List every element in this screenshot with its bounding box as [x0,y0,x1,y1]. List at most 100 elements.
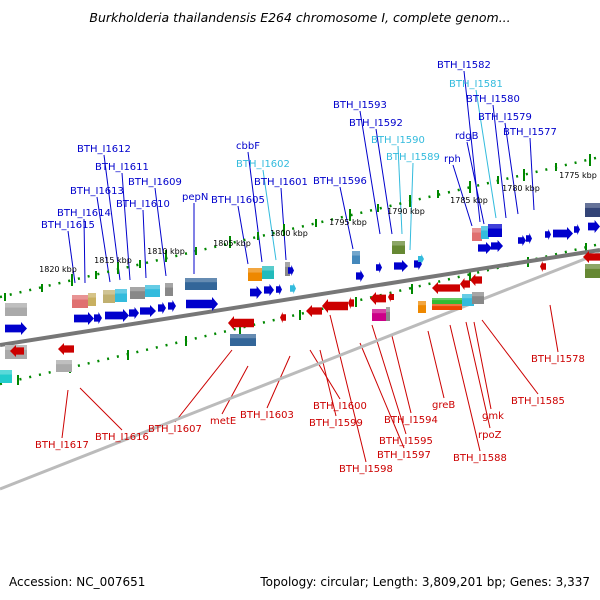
reverse-gene-label: BTH_I1594 [384,415,438,426]
gene-leader-line [452,164,473,227]
gene-leader-line [103,154,121,281]
gene-block [88,293,96,306]
forward-gene-arrow [478,242,492,254]
gene-leader-line [262,169,277,261]
gene-leader-line [504,122,519,215]
gene-block-shine [0,370,12,375]
forward-gene-arrow [518,235,526,246]
scale-label: 1820 kbp [39,265,77,274]
reverse-gene-arrow [583,251,600,263]
gene-block [185,278,217,290]
gene-leader-line [67,230,76,284]
gene-block [585,264,600,278]
gene-block [165,283,173,296]
reverse-gene-label: BTH_I1595 [379,436,433,447]
gene-leader-line [463,70,481,223]
forward-gene-arrow [168,300,176,312]
gene-leader-line [549,304,559,353]
gene-block-shine [185,278,217,283]
reverse-gene-arrow [348,297,354,309]
backbone-shadow [0,251,600,491]
gene-block [488,224,502,237]
gene-block-shine [130,287,145,292]
forward-gene-label: BTH_I1602 [236,159,290,170]
gene-block-shine [5,303,27,308]
forward-gene-label: BTH_I1611 [95,162,149,173]
gene-block [262,266,274,279]
gene-block-shine [462,294,474,299]
gene-block-shine [248,268,262,273]
forward-gene-label: cbbF [236,141,260,152]
reverse-gene-arrow [370,292,386,305]
scale-label: 1790 kbp [387,207,425,216]
forward-gene-arrow [545,229,551,240]
forward-gene-arrow [526,233,532,244]
gene-leader-line [473,321,492,410]
gene-leader-line [79,387,123,431]
forward-gene-label: BTH_I1581 [449,79,503,90]
gene-block [432,298,462,304]
gene-leader-line [121,172,131,281]
gene-leader-line [427,330,445,399]
gene-block-shine [352,251,360,256]
gene-leader-line [449,324,481,452]
gene-leader-line [221,365,249,415]
reverse-gene-label: BTH_I1588 [453,453,507,464]
reverse-gene-arrow [470,274,482,286]
gene-block [56,360,72,372]
gene-block-shine [386,307,390,312]
gene-block [462,294,474,306]
gene-leader-line [174,349,233,423]
reverse-gene-arrow [306,305,322,317]
forward-gene-arrow [394,260,408,272]
reverse-gene-label: BTH_I1600 [313,401,367,412]
gene-leader-line [61,389,69,439]
gene-block [481,226,489,239]
gene-block-shine [481,226,489,231]
reverse-gene-label: gmk [482,411,504,422]
gene-leader-line [309,349,341,400]
gene-block-shine [165,283,173,288]
forward-gene-arrow [158,302,166,314]
gene-block [392,241,405,254]
gene-block [418,301,426,313]
reverse-gene-label: rpoZ [478,430,502,441]
forward-gene-arrow [588,220,600,233]
backbone-line [0,248,600,347]
gene-block [0,370,12,383]
reverse-gene-arrow [540,261,546,272]
gene-leader-line [266,355,291,409]
gene-block-shine [372,309,386,314]
gene-block [432,304,462,310]
gene-leader-line [96,196,111,283]
reverse-gene-label: BTH_I1597 [377,450,431,461]
scale-label: 1805 kbp [213,239,251,248]
reverse-gene-label: metE [210,416,236,427]
reverse-gene-label: BTH_I1578 [531,354,585,365]
forward-gene-arrow [276,284,282,295]
gene-leader-line [375,128,393,235]
reverse-gene-arrow [460,278,470,290]
reverse-gene-label: BTH_I1585 [511,396,565,407]
forward-gene-label: BTH_I1592 [349,118,403,129]
forward-gene-label: BTH_I1610 [116,199,170,210]
gene-leader-line [359,342,405,449]
gene-block-shine [103,290,115,295]
forward-gene-label: BTH_I1601 [254,177,308,188]
gene-block-shine [392,241,405,246]
forward-gene-label: BTH_I1615 [41,220,95,231]
forward-gene-label: BTH_I1609 [128,177,182,188]
scale-label: 1775 kbp [559,171,597,180]
gene-block-shine [585,264,600,269]
scale-label: 1800 kbp [270,229,308,238]
reverse-gene-label: BTH_I1607 [148,424,202,435]
forward-gene-arrow [129,307,139,319]
gene-leader-line [409,162,414,251]
reverse-gene-arrow [388,292,394,302]
gene-block [352,251,360,264]
gene-leader-line [529,137,535,211]
reverse-gene-label: greB [432,400,455,411]
gene-block [372,309,386,321]
gene-block-shine [432,304,462,307]
